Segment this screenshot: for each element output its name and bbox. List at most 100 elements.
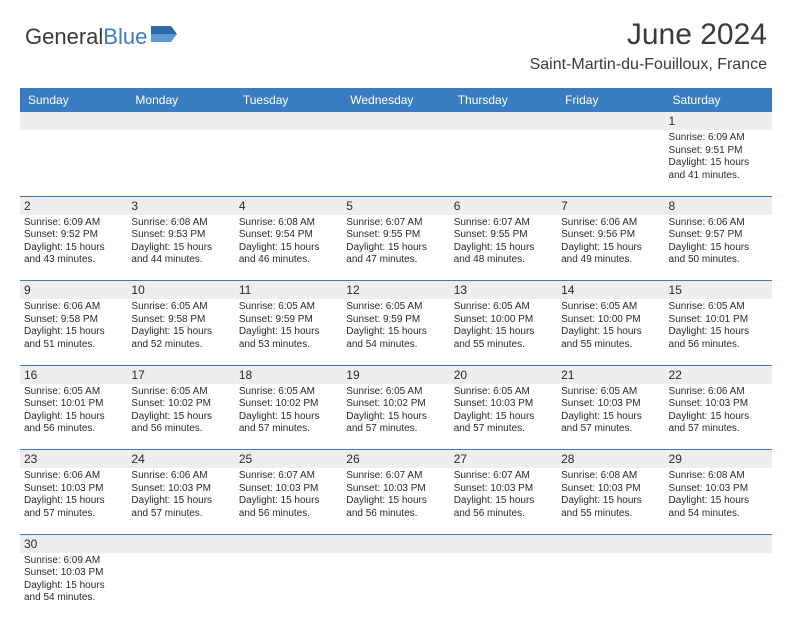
daynum-row: 16171819202122	[20, 365, 772, 384]
day-d1: Daylight: 15 hours	[24, 242, 123, 255]
day-ss: Sunset: 10:03 PM	[454, 483, 553, 496]
daynum-row: 30	[20, 534, 772, 553]
day-cell: Sunrise: 6:06 AMSunset: 10:03 PMDaylight…	[20, 468, 127, 534]
day-d1: Daylight: 15 hours	[346, 242, 445, 255]
day-d1: Daylight: 15 hours	[454, 411, 553, 424]
daynum-row: 9101112131415	[20, 281, 772, 300]
day-d2: and 53 minutes.	[239, 339, 338, 352]
day-d1: Daylight: 15 hours	[131, 326, 230, 339]
day-sr: Sunrise: 6:06 AM	[131, 470, 230, 483]
col-monday: Monday	[127, 88, 234, 112]
day-cell: Sunrise: 6:05 AMSunset: 10:03 PMDaylight…	[450, 384, 557, 450]
week-row: Sunrise: 6:09 AMSunset: 10:03 PMDaylight…	[20, 553, 772, 619]
day-cell: Sunrise: 6:05 AMSunset: 9:59 PMDaylight:…	[235, 299, 342, 365]
day-cell: Sunrise: 6:06 AMSunset: 10:03 PMDaylight…	[665, 384, 772, 450]
day-cell: Sunrise: 6:09 AMSunset: 9:51 PMDaylight:…	[665, 130, 772, 196]
day-d1: Daylight: 15 hours	[669, 242, 768, 255]
week-row: Sunrise: 6:09 AMSunset: 9:51 PMDaylight:…	[20, 130, 772, 196]
day-d1: Daylight: 15 hours	[454, 326, 553, 339]
day-cell: Sunrise: 6:05 AMSunset: 10:02 PMDaylight…	[127, 384, 234, 450]
day-ss: Sunset: 10:03 PM	[346, 483, 445, 496]
day-number-cell: 1	[665, 112, 772, 130]
col-wednesday: Wednesday	[342, 88, 449, 112]
day-cell: Sunrise: 6:06 AMSunset: 10:03 PMDaylight…	[127, 468, 234, 534]
col-tuesday: Tuesday	[235, 88, 342, 112]
day-ss: Sunset: 9:55 PM	[454, 229, 553, 242]
day-d1: Daylight: 15 hours	[239, 326, 338, 339]
day-cell	[450, 130, 557, 196]
day-cell: Sunrise: 6:07 AMSunset: 10:03 PMDaylight…	[235, 468, 342, 534]
day-d2: and 57 minutes.	[454, 423, 553, 436]
day-d2: and 55 minutes.	[454, 339, 553, 352]
day-number-cell	[665, 534, 772, 553]
day-cell: Sunrise: 6:05 AMSunset: 9:59 PMDaylight:…	[342, 299, 449, 365]
day-d2: and 55 minutes.	[561, 339, 660, 352]
day-cell: Sunrise: 6:07 AMSunset: 10:03 PMDaylight…	[342, 468, 449, 534]
day-sr: Sunrise: 6:05 AM	[346, 301, 445, 314]
day-ss: Sunset: 10:00 PM	[454, 314, 553, 327]
day-cell	[342, 553, 449, 619]
day-sr: Sunrise: 6:07 AM	[239, 470, 338, 483]
day-sr: Sunrise: 6:05 AM	[561, 301, 660, 314]
title-block: June 2024 Saint-Martin-du-Fouilloux, Fra…	[530, 18, 767, 74]
col-sunday: Sunday	[20, 88, 127, 112]
day-d2: and 54 minutes.	[346, 339, 445, 352]
day-sr: Sunrise: 6:07 AM	[346, 470, 445, 483]
day-number-cell: 26	[342, 450, 449, 469]
day-cell: Sunrise: 6:05 AMSunset: 10:02 PMDaylight…	[342, 384, 449, 450]
day-sr: Sunrise: 6:05 AM	[131, 386, 230, 399]
day-sr: Sunrise: 6:05 AM	[454, 301, 553, 314]
week-row: Sunrise: 6:05 AMSunset: 10:01 PMDaylight…	[20, 384, 772, 450]
day-d1: Daylight: 15 hours	[239, 495, 338, 508]
daynum-row: 1	[20, 112, 772, 130]
col-friday: Friday	[557, 88, 664, 112]
day-ss: Sunset: 10:03 PM	[131, 483, 230, 496]
daynum-row: 23242526272829	[20, 450, 772, 469]
day-d1: Daylight: 15 hours	[561, 326, 660, 339]
day-cell	[127, 553, 234, 619]
day-number-cell	[450, 112, 557, 130]
month-title: June 2024	[530, 18, 767, 52]
day-ss: Sunset: 9:59 PM	[239, 314, 338, 327]
day-number-cell: 9	[20, 281, 127, 300]
day-d1: Daylight: 15 hours	[346, 495, 445, 508]
day-number-cell: 6	[450, 196, 557, 215]
day-d2: and 54 minutes.	[669, 508, 768, 521]
day-ss: Sunset: 9:55 PM	[346, 229, 445, 242]
day-number-cell: 10	[127, 281, 234, 300]
location: Saint-Martin-du-Fouilloux, France	[530, 56, 767, 74]
day-cell: Sunrise: 6:05 AMSunset: 10:00 PMDaylight…	[557, 299, 664, 365]
day-d2: and 57 minutes.	[346, 423, 445, 436]
day-d1: Daylight: 15 hours	[24, 580, 123, 593]
day-d2: and 52 minutes.	[131, 339, 230, 352]
logo: GeneralBlue	[25, 24, 177, 50]
day-d2: and 56 minutes.	[239, 508, 338, 521]
day-d1: Daylight: 15 hours	[561, 242, 660, 255]
day-cell: Sunrise: 6:09 AMSunset: 10:03 PMDaylight…	[20, 553, 127, 619]
day-sr: Sunrise: 6:05 AM	[239, 301, 338, 314]
day-number-cell: 27	[450, 450, 557, 469]
day-cell	[20, 130, 127, 196]
day-d1: Daylight: 15 hours	[346, 411, 445, 424]
day-d1: Daylight: 15 hours	[669, 326, 768, 339]
day-ss: Sunset: 10:03 PM	[561, 398, 660, 411]
day-ss: Sunset: 9:52 PM	[24, 229, 123, 242]
day-d1: Daylight: 15 hours	[24, 411, 123, 424]
day-cell: Sunrise: 6:06 AMSunset: 9:56 PMDaylight:…	[557, 215, 664, 281]
day-cell: Sunrise: 6:07 AMSunset: 9:55 PMDaylight:…	[450, 215, 557, 281]
day-ss: Sunset: 10:02 PM	[239, 398, 338, 411]
day-number-cell: 5	[342, 196, 449, 215]
day-cell: Sunrise: 6:07 AMSunset: 9:55 PMDaylight:…	[342, 215, 449, 281]
day-sr: Sunrise: 6:06 AM	[669, 217, 768, 230]
day-cell: Sunrise: 6:06 AMSunset: 9:57 PMDaylight:…	[665, 215, 772, 281]
day-d1: Daylight: 15 hours	[669, 411, 768, 424]
day-number-cell: 14	[557, 281, 664, 300]
day-ss: Sunset: 9:53 PM	[131, 229, 230, 242]
day-number-cell	[20, 112, 127, 130]
flag-icon	[151, 24, 177, 50]
day-sr: Sunrise: 6:08 AM	[561, 470, 660, 483]
day-cell	[665, 553, 772, 619]
day-cell	[557, 553, 664, 619]
day-sr: Sunrise: 6:08 AM	[669, 470, 768, 483]
day-number-cell	[342, 534, 449, 553]
